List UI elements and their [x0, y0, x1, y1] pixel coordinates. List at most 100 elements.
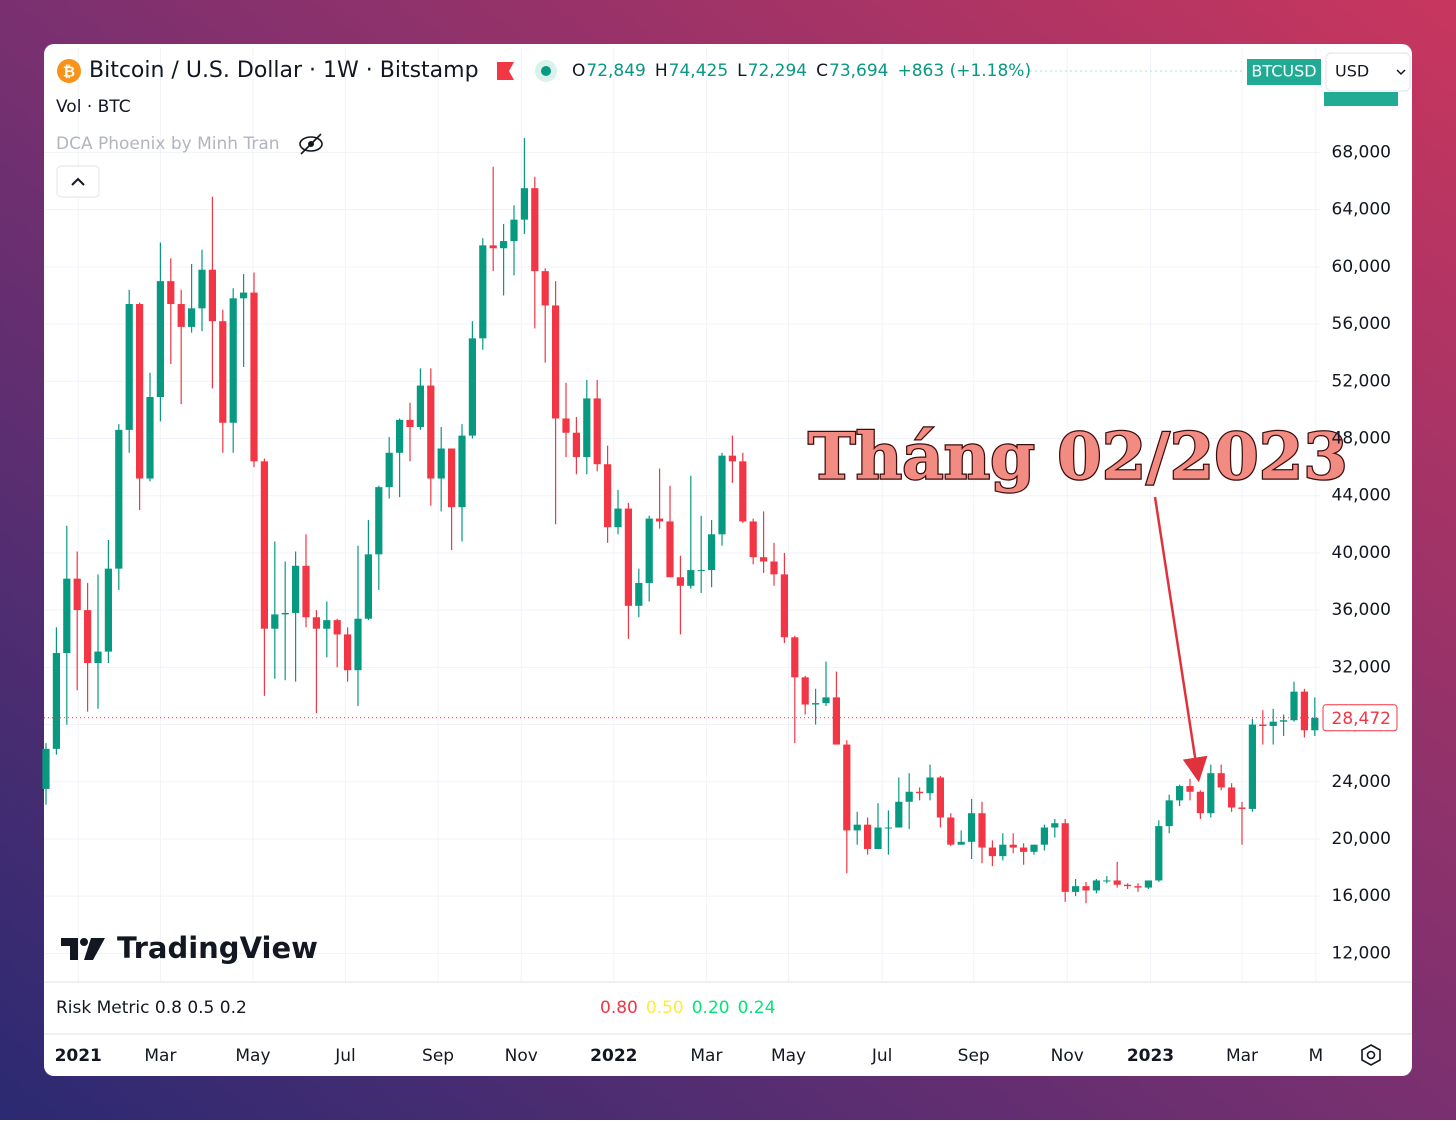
currency-select[interactable] [1325, 52, 1411, 92]
currency: USD [1335, 62, 1369, 81]
candle-body [437, 448, 445, 479]
candle-body [1165, 800, 1173, 827]
candle-body [468, 338, 476, 436]
candle-body [1155, 826, 1163, 881]
x-tick-label: Jul [871, 1046, 893, 1066]
candle-body [676, 577, 684, 586]
candle-body [250, 292, 258, 462]
candle-body [905, 791, 913, 802]
x-tick-label: 2022 [590, 1046, 637, 1066]
candle-body [1290, 691, 1298, 721]
candle-body [1300, 691, 1308, 731]
y-tick-label: 32,000 [1332, 657, 1391, 677]
x-tick-label: Nov [505, 1046, 538, 1066]
candle-body [1207, 773, 1215, 814]
candle-body [42, 748, 50, 789]
candle-body [780, 574, 788, 638]
candle-body [593, 398, 601, 465]
candle-body [999, 844, 1007, 857]
y-tick-label: 64,000 [1332, 200, 1391, 220]
collapse-button[interactable] [56, 165, 100, 198]
ohlc-value: 72,849 [586, 61, 645, 81]
candle-body [458, 435, 466, 508]
y-tick-label: 24,000 [1332, 772, 1391, 792]
y-tick-label: 60,000 [1332, 257, 1391, 277]
candle-body [188, 308, 196, 327]
candle-body [552, 305, 560, 419]
candle-body [988, 847, 996, 857]
candle-body [333, 620, 341, 635]
candle-body [1072, 886, 1080, 892]
risk-value: 0.24 [738, 998, 776, 1018]
candle-body [801, 677, 809, 705]
candle-body [52, 653, 60, 749]
candle-body [739, 461, 747, 522]
candle-body [770, 561, 778, 575]
candle-body [635, 582, 643, 606]
risk-title: Risk Metric 0.8 0.5 0.2 [56, 998, 247, 1018]
symbol-title: Bitcoin / U.S. Dollar · 1W · Bitstamp [89, 58, 479, 83]
candle-body [968, 813, 976, 842]
settings-icon[interactable] [1361, 1044, 1381, 1066]
ohlc-key: O [572, 61, 585, 81]
risk-value: 0.80 [600, 998, 638, 1018]
risk-values: 0.80 0.50 0.20 0.24 [600, 998, 775, 1018]
annotation-arrow [1153, 496, 1208, 783]
indicator-label: DCA Phoenix by Minh Tran [56, 134, 280, 154]
y-tick-label: 20,000 [1332, 829, 1391, 849]
risk-value: 0.50 [646, 998, 684, 1018]
candle-body [115, 429, 123, 569]
candle-body [978, 813, 986, 848]
candle-body [104, 568, 112, 652]
candle-body [198, 269, 206, 309]
candle-body [406, 419, 414, 428]
candle-body [63, 578, 71, 654]
candle-body [1061, 823, 1069, 892]
candle-body [364, 554, 372, 619]
candle-body [843, 744, 851, 831]
coin-symbol: ₿ [63, 63, 75, 81]
candle-body [926, 777, 934, 794]
candle-body [916, 791, 924, 794]
candle-body [884, 827, 892, 829]
candle-body [271, 614, 279, 629]
candle-body [947, 817, 955, 845]
flag-icon[interactable] [497, 62, 514, 80]
candle-body [292, 565, 300, 613]
candle-body [229, 298, 237, 423]
y-tick-label: 56,000 [1332, 314, 1391, 334]
candle-body [1280, 720, 1288, 722]
candle-body [1186, 786, 1194, 792]
candle-body [354, 618, 362, 671]
candle-body [1040, 827, 1048, 845]
candle-body [1009, 844, 1017, 848]
candle-body [1103, 880, 1111, 882]
candle-body [344, 634, 352, 671]
x-tick-label: May [235, 1046, 270, 1066]
plot [42, 48, 1320, 982]
y-tick-label: 68,000 [1332, 142, 1391, 162]
symbol-badge: BTCUSD [1251, 62, 1316, 81]
chevron [1396, 69, 1406, 76]
candle-body [448, 448, 456, 508]
candle-body [656, 518, 664, 522]
candle-body [718, 455, 726, 535]
candle-body [208, 269, 216, 322]
y-tick-label: 12,000 [1332, 943, 1391, 963]
eye-off-icon[interactable] [299, 133, 323, 155]
candle-body [645, 518, 653, 583]
annotation: Tháng 02/2023 [808, 420, 1348, 495]
candle-body [1113, 880, 1121, 885]
x-tick-label: Mar [144, 1046, 176, 1066]
ohlc-key: H [655, 61, 668, 81]
candle-body [1030, 844, 1038, 852]
candle-body [614, 508, 622, 528]
window [44, 44, 1412, 1076]
ohlc-value: 74,425 [669, 61, 728, 81]
candle-body [572, 432, 580, 458]
candle-body [489, 245, 497, 249]
x-tick-label: Mar [690, 1046, 722, 1066]
candle-body [156, 281, 164, 397]
